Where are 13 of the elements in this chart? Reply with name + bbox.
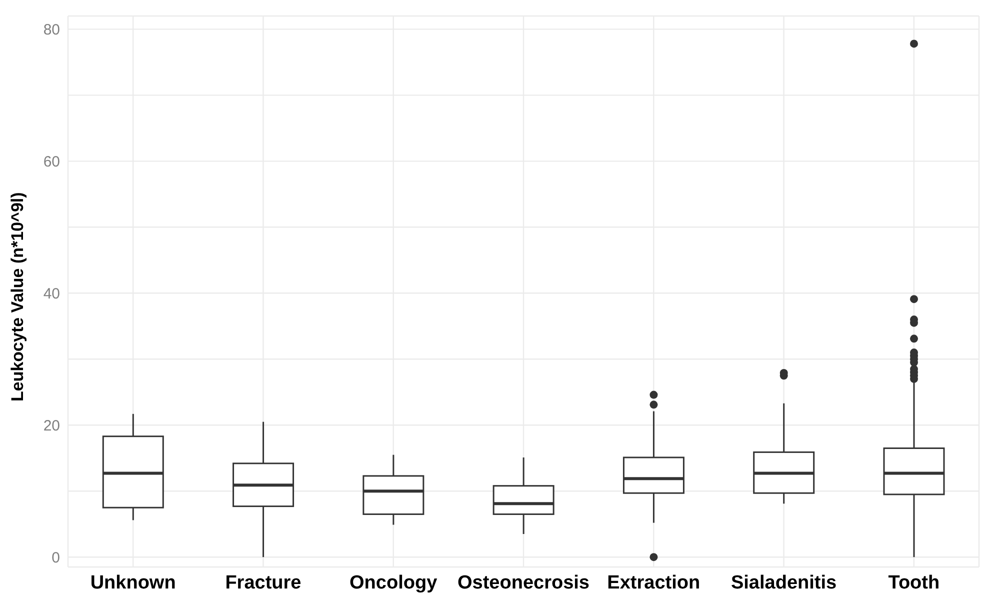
x-tick-label: Unknown bbox=[90, 572, 176, 594]
y-tick-label: 80 bbox=[43, 22, 60, 39]
x-tick-label: Extraction bbox=[607, 572, 700, 594]
y-tick-label: 60 bbox=[43, 154, 60, 170]
x-tick-label: Osteonecrosis bbox=[458, 572, 590, 594]
x-tick-label: Sialadenitis bbox=[730, 572, 837, 594]
x-tick-label: Tooth bbox=[888, 572, 940, 594]
x-tick-label: Oncology bbox=[350, 572, 438, 594]
y-tick-label: 0 bbox=[52, 549, 60, 566]
y-tick-label: 40 bbox=[43, 285, 60, 302]
x-tick-label: Fracture bbox=[225, 572, 302, 594]
y-tick-label: 20 bbox=[43, 417, 60, 434]
y-axis-title: Leukocyte Value (n*10^9l) bbox=[8, 192, 28, 402]
